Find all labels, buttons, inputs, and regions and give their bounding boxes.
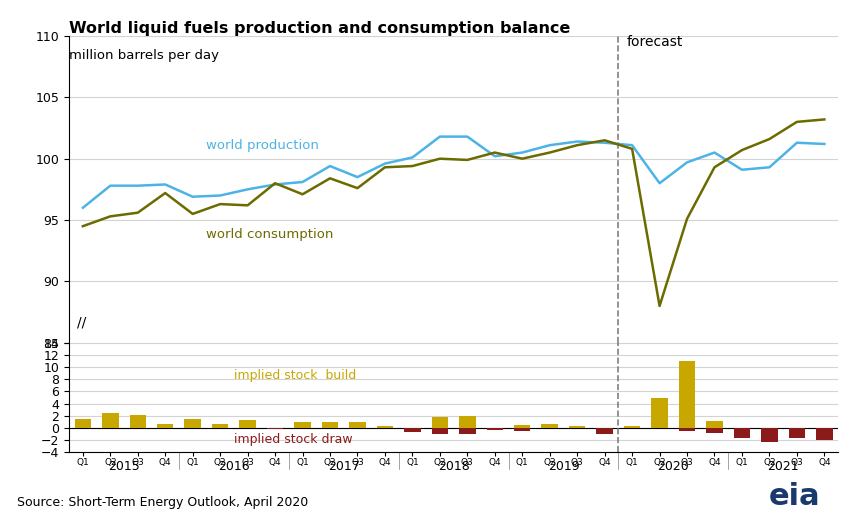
Bar — [679, 361, 696, 428]
Bar — [432, 417, 448, 428]
Bar — [761, 428, 778, 442]
Bar — [459, 428, 475, 434]
Text: 2018: 2018 — [438, 460, 469, 473]
Bar — [734, 428, 750, 438]
Bar — [239, 420, 256, 428]
Bar — [130, 415, 146, 428]
Bar — [321, 422, 338, 428]
Bar — [212, 424, 228, 428]
Bar — [706, 420, 722, 428]
Text: 2017: 2017 — [327, 460, 359, 473]
Bar — [349, 423, 365, 428]
Text: 2015: 2015 — [108, 460, 140, 473]
Bar — [514, 425, 530, 428]
Text: implied stock draw: implied stock draw — [234, 433, 353, 446]
Text: world production: world production — [206, 139, 320, 152]
Bar — [789, 428, 805, 438]
Text: 2020: 2020 — [658, 460, 689, 473]
Text: 2019: 2019 — [548, 460, 579, 473]
Bar — [377, 426, 393, 428]
Text: 2021: 2021 — [767, 460, 799, 473]
Bar — [432, 428, 448, 434]
Bar — [486, 428, 503, 430]
Text: eia: eia — [769, 482, 821, 510]
Text: world consumption: world consumption — [206, 228, 334, 242]
Bar — [185, 419, 201, 428]
Text: implied stock  build: implied stock build — [234, 369, 356, 382]
Bar — [404, 428, 421, 432]
Bar — [816, 428, 833, 440]
Bar — [102, 413, 118, 428]
Bar — [514, 428, 530, 431]
Bar — [596, 428, 613, 434]
Text: forecast: forecast — [626, 35, 683, 49]
Bar — [267, 428, 283, 429]
Bar — [679, 428, 696, 431]
Text: 2016: 2016 — [218, 460, 250, 473]
Bar — [295, 422, 311, 428]
Text: million barrels per day: million barrels per day — [69, 49, 219, 62]
Bar — [651, 397, 668, 428]
Text: //: // — [77, 316, 86, 330]
Bar — [542, 425, 558, 428]
Bar — [74, 419, 91, 428]
Bar — [157, 424, 174, 428]
Bar — [569, 426, 586, 428]
Bar — [624, 426, 640, 428]
Text: World liquid fuels production and consumption balance: World liquid fuels production and consum… — [69, 21, 570, 35]
Bar — [459, 416, 475, 428]
Text: Source: Short-Term Energy Outlook, April 2020: Source: Short-Term Energy Outlook, April… — [17, 496, 308, 509]
Bar — [706, 428, 722, 433]
